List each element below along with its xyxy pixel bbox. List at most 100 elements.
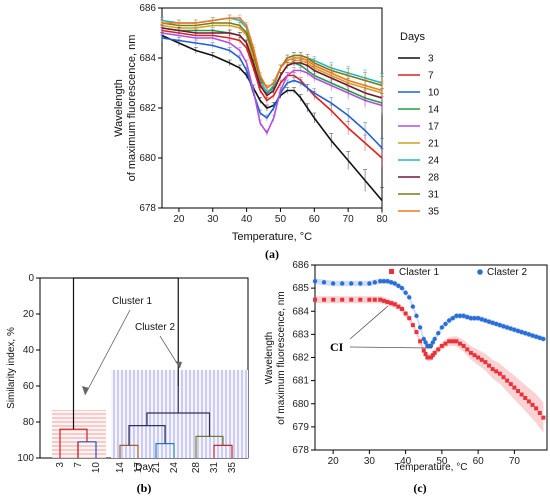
panel-c-point-cluster1 <box>458 341 462 346</box>
panel-c-point-cluster2 <box>378 278 383 284</box>
panel-a-y-tick-label: 680 <box>139 153 156 164</box>
panel-c-point-cluster2 <box>410 304 416 309</box>
panel-c-point-cluster2 <box>432 336 437 342</box>
panel-a-legend-label-3: 3 <box>428 54 434 65</box>
panel-b-y-tick-label: 40 <box>23 345 35 356</box>
panel-c-point-cluster2 <box>468 315 474 321</box>
cluster-2-region <box>111 370 248 458</box>
panel-c-point-cluster1 <box>505 378 510 383</box>
panel-c-point-cluster1 <box>516 389 520 394</box>
panel-a-legend-label-28: 28 <box>428 173 440 184</box>
panel-a-line-chart: 20 30 40 50 60 70 80 678 680 682 684 686 Temperatu… <box>113 3 440 261</box>
panel-c-point-cluster1 <box>479 357 484 362</box>
panel-c-point-cluster1 <box>490 367 495 372</box>
panel-c-point-cluster2 <box>450 315 455 321</box>
panel-c-point-cluster1 <box>465 347 470 352</box>
dendrogram-leaf-label: 10 <box>91 462 102 474</box>
panel-c-point-cluster2 <box>430 340 436 345</box>
panel-c-point-cluster2 <box>439 325 445 330</box>
panel-c-point-cluster1 <box>392 302 397 307</box>
panel-c-confidence-band-2 <box>315 278 544 349</box>
dendrogram-leaf-label: 3 <box>55 462 66 468</box>
panel-c-legend-label-cluster1: Claster 1 <box>399 267 439 278</box>
panel-c-point-cluster1 <box>367 297 372 302</box>
panel-c-point-cluster1 <box>421 348 426 353</box>
cluster-1-annotation: Cluster 1 <box>112 296 152 307</box>
panel-b-label: (b) <box>137 481 152 495</box>
panel-c-point-cluster1 <box>436 347 441 352</box>
panel-a-y-tick-label: 678 <box>139 203 156 214</box>
panel-c-point-cluster1 <box>349 297 354 302</box>
panel-c-confidence-band-1 <box>315 296 544 433</box>
panel-c-point-cluster2 <box>399 285 405 291</box>
cluster-2-arrowhead <box>175 361 182 368</box>
panel-c-point-cluster1 <box>476 355 481 360</box>
panel-a-y-tick-label: 682 <box>139 103 156 114</box>
panel-c-y-tick-label: 679 <box>292 422 309 433</box>
panel-c-legend-marker-cluster1 <box>389 269 394 274</box>
panel-c-point-cluster1 <box>358 297 363 302</box>
panel-a-y-tick-label: 686 <box>139 3 156 14</box>
panel-c-point-cluster1 <box>487 363 491 368</box>
panel-c-point-cluster2 <box>504 325 510 330</box>
panel-c-point-cluster2 <box>396 283 401 289</box>
panel-c-y-tick-label: 683 <box>292 329 309 340</box>
panel-c-point-cluster1 <box>508 382 513 387</box>
panel-c-point-cluster2 <box>475 315 481 321</box>
panel-a-x-tick-label: 40 <box>241 214 253 225</box>
panel-c-point-cluster2 <box>515 328 521 334</box>
panel-c-point-cluster1 <box>410 323 415 328</box>
panel-c-point-cluster1 <box>497 371 502 376</box>
panel-c-point-cluster1 <box>494 369 499 374</box>
panel-b-y-tick-label: 100 <box>17 453 34 464</box>
panel-c-point-cluster2 <box>330 281 336 286</box>
panel-a-y-axis-label-line2: of maximum fluorescence, nm <box>126 35 138 182</box>
panel-c-point-cluster1 <box>519 392 524 397</box>
panel-a-y-tick-label: 684 <box>139 53 156 64</box>
panel-b-y-tick-label: 60 <box>23 381 35 392</box>
panel-a-legend-label-10: 10 <box>428 88 440 99</box>
panel-c-point-cluster2 <box>508 326 513 331</box>
panel-b-y-tick-label: 20 <box>23 309 35 320</box>
panel-c-point-cluster1 <box>389 301 394 306</box>
panel-c-point-cluster2 <box>494 321 499 327</box>
panel-c-point-cluster1 <box>381 298 386 303</box>
panel-c-point-cluster1 <box>450 339 455 344</box>
panel-c-point-cluster2 <box>423 340 428 345</box>
dendrogram-leaf-label: 14 <box>115 462 126 474</box>
panel-b-y-tick-label: 80 <box>23 417 35 428</box>
panel-c-point-cluster1 <box>407 316 412 321</box>
cluster-1-region <box>52 410 106 458</box>
panel-c-point-cluster1 <box>501 375 506 380</box>
panel-c-point-cluster1 <box>534 406 539 411</box>
ci-annotation: CI <box>330 340 344 354</box>
panel-c-point-cluster2 <box>526 332 532 337</box>
panel-c-point-cluster1 <box>526 399 531 404</box>
panel-c-point-cluster1 <box>429 355 433 360</box>
panel-c-point-cluster2 <box>349 281 354 286</box>
panel-c-point-cluster1 <box>537 411 542 415</box>
panel-c-point-cluster2 <box>339 281 345 286</box>
panel-c-point-cluster1 <box>468 350 473 355</box>
panel-c-point-cluster2 <box>454 313 459 319</box>
panel-c-point-cluster2 <box>530 333 535 338</box>
cluster-1-arrowhead <box>82 386 89 395</box>
ci-pointer-upper <box>349 305 389 340</box>
panel-c-point-cluster1 <box>530 402 535 407</box>
panel-c-y-tick-label: 681 <box>292 376 309 387</box>
panel-c-point-cluster1 <box>313 297 317 302</box>
panel-c-point-cluster2 <box>461 313 466 319</box>
panel-a-plot-frame <box>161 7 383 209</box>
dendrogram-leaf-label: 17 <box>133 462 144 474</box>
panel-c-point-cluster2 <box>381 278 387 284</box>
panel-c-x-tick-label: 20 <box>328 456 340 467</box>
panel-c-y-tick-label: 682 <box>292 353 309 364</box>
panel-c-point-cluster2 <box>479 317 484 322</box>
panel-c-point-cluster1 <box>432 350 437 355</box>
panel-a-x-tick-label: 60 <box>309 214 321 225</box>
panel-a-y-axis-label-line1: Wavelength <box>113 79 125 137</box>
panel-c-point-cluster1 <box>372 297 377 302</box>
panel-c-point-cluster2 <box>421 336 426 342</box>
panel-c-point-cluster1 <box>414 330 419 335</box>
panel-c-point-cluster1 <box>454 339 459 344</box>
